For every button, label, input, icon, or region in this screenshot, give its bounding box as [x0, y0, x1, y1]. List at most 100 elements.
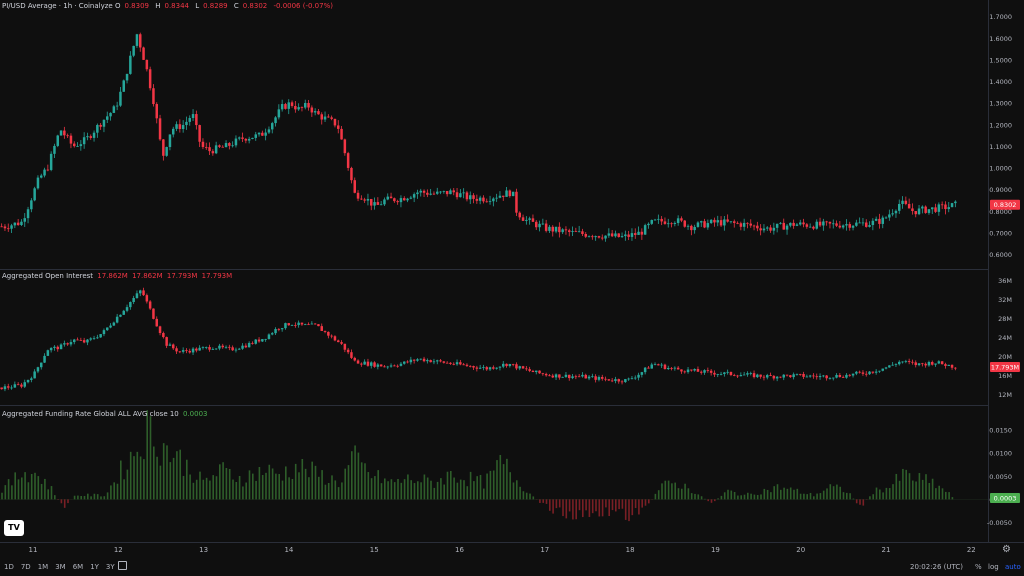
candle-body [610, 233, 614, 237]
x-tick-label: 11 [29, 546, 38, 554]
candle-body [828, 221, 832, 224]
candle-body [832, 377, 835, 379]
candle-body [931, 207, 934, 210]
range-3y-button[interactable]: 3Y [105, 563, 115, 571]
symbol-title[interactable]: PI/USD Average · 1h · Coinalyze [2, 2, 113, 10]
calendar-icon[interactable] [118, 561, 127, 570]
candle-body [228, 143, 231, 146]
candle-body [280, 328, 284, 330]
range-7d-button[interactable]: 7D [20, 563, 31, 571]
candle-body [264, 132, 267, 136]
candle-body [379, 364, 383, 367]
range-6m-button[interactable]: 6M [72, 563, 84, 571]
candle-body [779, 222, 782, 224]
candle-body [106, 327, 109, 331]
candle-body [511, 191, 515, 197]
candle-body [934, 207, 937, 212]
y-tick-label: 0.6000 [989, 251, 1012, 259]
settings-gear-icon[interactable]: ⚙ [1002, 544, 1011, 555]
candle-body [112, 106, 116, 113]
candle-body [726, 219, 729, 222]
candle-body [244, 345, 248, 348]
candle-body [538, 223, 541, 228]
candle-body [36, 367, 40, 372]
candle-body [337, 125, 340, 129]
candle-body [201, 347, 205, 349]
candle-body [465, 192, 469, 200]
candle-body [601, 237, 604, 239]
candle-body [901, 361, 904, 363]
candle-body [881, 368, 884, 371]
candle-body [779, 376, 782, 378]
candle-body [403, 361, 406, 364]
auto-toggle[interactable]: auto [1005, 563, 1021, 571]
y-tick-label: 0.0100 [989, 450, 1012, 458]
candle-body [82, 340, 86, 343]
candle-body [129, 55, 132, 74]
candle-body [300, 322, 304, 325]
candle-body [865, 222, 868, 227]
range-1y-button[interactable]: 1Y [90, 563, 99, 571]
candle-body [346, 153, 350, 168]
candle-body [399, 198, 403, 203]
candle-body [284, 323, 287, 329]
candle-body [195, 348, 198, 351]
candle-body [439, 191, 442, 193]
x-tick-label: 16 [455, 546, 464, 554]
candle-body [762, 376, 766, 378]
candle-body [528, 369, 531, 371]
oi-title[interactable]: Aggregated Open Interest [2, 272, 94, 280]
candle-body [577, 231, 581, 233]
y-tick-label: 0.0050 [989, 473, 1012, 481]
candle-body [469, 195, 472, 200]
candle-body [739, 375, 743, 377]
candle-body [874, 218, 878, 221]
candle-body [119, 91, 122, 106]
x-tick-label: 22 [967, 546, 976, 554]
range-1m-button[interactable]: 1M [37, 563, 49, 571]
candle-body [597, 376, 601, 380]
candle-body [584, 234, 587, 237]
candle-body [584, 374, 587, 379]
candle-body [799, 222, 802, 225]
candle-body [917, 208, 921, 215]
candle-body [122, 80, 125, 92]
candle-body [30, 200, 33, 210]
oi-open: 17.862M [97, 272, 128, 280]
tradingview-logo: TV [4, 520, 24, 536]
candle-body [640, 372, 644, 375]
candle-body [356, 192, 360, 199]
candle-body [709, 219, 713, 224]
candle-body [947, 364, 950, 366]
candle-body [445, 190, 449, 195]
candle-body [7, 386, 10, 388]
log-toggle[interactable]: log [988, 563, 999, 571]
candle-body [455, 192, 459, 198]
candle-body [3, 226, 7, 229]
candle-body [214, 145, 218, 154]
candle-body [789, 375, 792, 378]
range-3m-button[interactable]: 3M [55, 563, 66, 571]
last-funding-badge [990, 493, 1020, 503]
candle-body [851, 373, 855, 376]
range-1d-button[interactable]: 1D [4, 563, 14, 571]
candle-body [647, 367, 650, 369]
candle-body [343, 139, 347, 154]
funding-bars [0, 410, 988, 522]
utc-clock[interactable]: 20:02:26 (UTC) [910, 563, 964, 571]
candle-body [739, 223, 743, 227]
candle-body [653, 219, 657, 221]
percent-toggle[interactable]: % [975, 563, 982, 571]
candle-body [492, 198, 495, 202]
candle-body [950, 203, 954, 208]
candle-body [894, 364, 898, 365]
candle-body [858, 371, 861, 373]
candle-body [917, 363, 921, 366]
candle-body [482, 197, 485, 202]
candle-body [462, 192, 465, 194]
candle-body [20, 221, 23, 226]
candle-body [294, 105, 297, 110]
candle-body [412, 359, 416, 361]
funding-title[interactable]: Aggregated Funding Rate Global ALL AVG c… [2, 410, 179, 418]
